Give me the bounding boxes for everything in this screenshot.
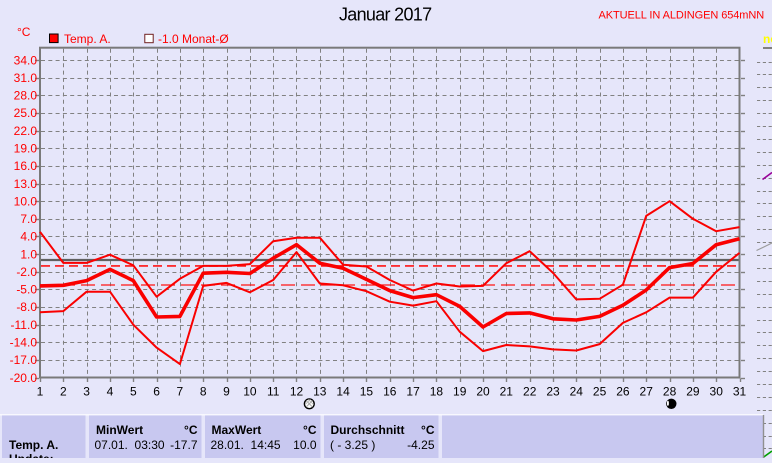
svg-text:24: 24 <box>570 384 584 398</box>
svg-text:-8.0: -8.0 <box>16 300 37 314</box>
svg-text:29: 29 <box>686 384 700 398</box>
svg-text:-14.0: -14.0 <box>10 336 38 350</box>
svg-text:18: 18 <box>430 384 444 398</box>
svg-text:-5.0: -5.0 <box>16 283 37 297</box>
svg-text:10: 10 <box>243 384 257 398</box>
svg-text:20: 20 <box>476 384 490 398</box>
svg-text:( - 3.25 ): ( - 3.25 ) <box>330 438 375 452</box>
svg-text:Durchschnitt: Durchschnitt <box>331 423 405 437</box>
svg-text:15: 15 <box>360 384 374 398</box>
svg-text:Januar 2017: Januar 2017 <box>339 5 432 25</box>
svg-text:8: 8 <box>200 384 207 398</box>
svg-text:10.0: 10.0 <box>293 438 317 452</box>
svg-text:1: 1 <box>37 384 44 398</box>
svg-text:-11.0: -11.0 <box>11 318 38 332</box>
svg-text:-17.7: -17.7 <box>170 438 198 452</box>
svg-text:°C: °C <box>17 25 31 39</box>
svg-text:°C: °C <box>421 423 435 437</box>
svg-text:2: 2 <box>60 384 67 398</box>
svg-text:9: 9 <box>223 384 230 398</box>
svg-text:25: 25 <box>593 384 607 398</box>
svg-text:14: 14 <box>336 384 350 398</box>
svg-text:31: 31 <box>733 384 747 398</box>
svg-text:AKTUELL IN ALDINGEN 654mNN: AKTUELL IN ALDINGEN 654mNN <box>599 10 765 22</box>
svg-text:7.0: 7.0 <box>20 212 37 226</box>
svg-text:3: 3 <box>83 384 90 398</box>
svg-text:-1.0 Monat-Ø: -1.0 Monat-Ø <box>158 32 229 46</box>
svg-text:6: 6 <box>153 384 160 398</box>
svg-text:-20.0: -20.0 <box>10 371 38 385</box>
svg-text:Temp. A.: Temp. A. <box>64 32 111 46</box>
svg-text:22: 22 <box>523 384 537 398</box>
svg-text:34.0: 34.0 <box>14 53 38 67</box>
svg-text:25.0: 25.0 <box>14 106 38 120</box>
svg-text:13: 13 <box>313 384 327 398</box>
svg-text:4.0: 4.0 <box>20 230 37 244</box>
svg-text:21: 21 <box>500 384 514 398</box>
svg-text:12: 12 <box>290 384 304 398</box>
svg-text:19.0: 19.0 <box>14 142 38 156</box>
svg-text:07.01. 03:30: 07.01. 03:30 <box>95 438 165 452</box>
svg-text:28.0: 28.0 <box>14 89 38 103</box>
svg-text:26: 26 <box>616 384 630 398</box>
svg-text:4: 4 <box>107 384 114 398</box>
svg-text:1.0: 1.0 <box>20 247 37 261</box>
svg-text:°C: °C <box>184 423 198 437</box>
svg-text:MinWert: MinWert <box>96 423 143 437</box>
svg-text:MaxWert: MaxWert <box>212 423 262 437</box>
svg-text:16: 16 <box>383 384 397 398</box>
svg-text:5: 5 <box>130 384 137 398</box>
svg-text:°C: °C <box>303 423 317 437</box>
svg-text:-2.0: -2.0 <box>16 265 37 279</box>
svg-text:28: 28 <box>663 384 677 398</box>
svg-text:-17.0: -17.0 <box>10 353 38 367</box>
svg-text:10.0: 10.0 <box>14 194 38 208</box>
svg-text:-4.25: -4.25 <box>407 438 435 452</box>
svg-text:22.0: 22.0 <box>14 124 38 138</box>
svg-text:31.0: 31.0 <box>14 71 38 85</box>
svg-text:17: 17 <box>406 384 420 398</box>
svg-text:23: 23 <box>546 384 560 398</box>
svg-text:27: 27 <box>640 384 654 398</box>
svg-text:16.0: 16.0 <box>14 159 38 173</box>
svg-text:Temp. A.: Temp. A. <box>9 438 58 452</box>
svg-text:13.0: 13.0 <box>14 177 38 191</box>
svg-text:30: 30 <box>710 384 724 398</box>
svg-text:28.01. 14:45: 28.01. 14:45 <box>211 438 281 452</box>
svg-text:19: 19 <box>453 384 467 398</box>
svg-text:11: 11 <box>267 384 280 398</box>
svg-text:7: 7 <box>177 384 184 398</box>
svg-text:ne: ne <box>763 32 772 46</box>
svg-text:Update:: Update: <box>9 452 54 458</box>
